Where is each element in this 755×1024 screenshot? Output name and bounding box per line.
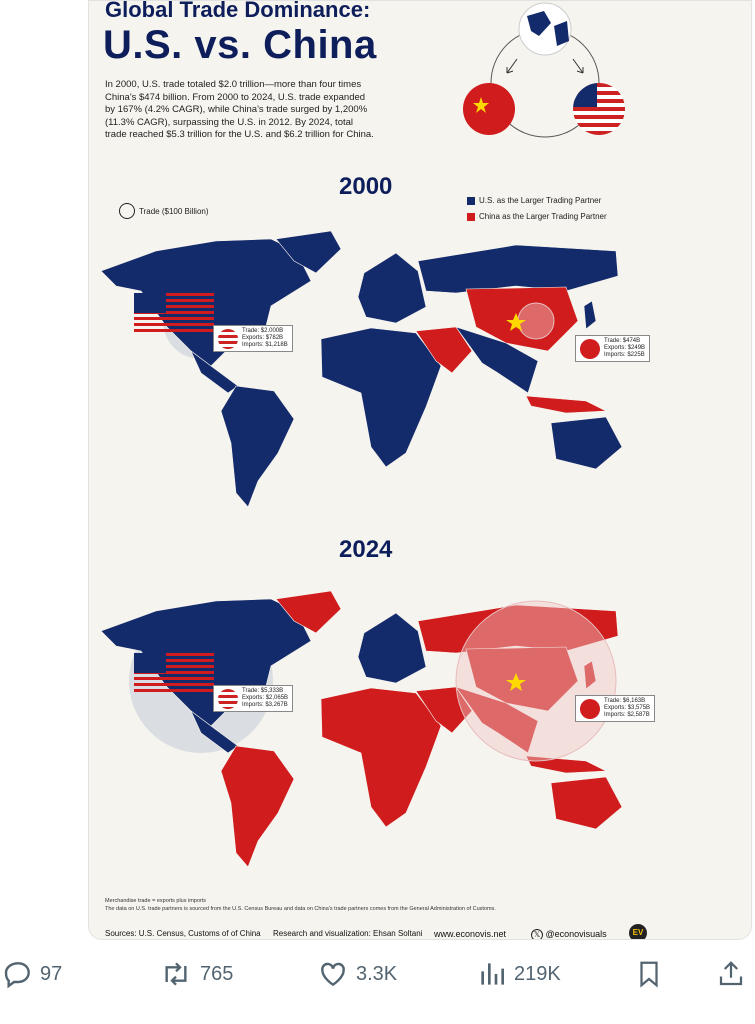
region-japan [583,660,597,690]
region-australia [550,776,623,830]
us-stats-2000: Trade: $2.000B Exports: $782B Imports: $1,… [213,325,293,352]
reply-icon [4,962,30,989]
region-europe [357,612,427,684]
us-flag-icon [218,688,238,709]
region-africa [320,687,442,828]
chart-bar-icon [481,963,504,985]
world-map-2000 [100,231,623,508]
bookmark-button[interactable] [634,958,664,990]
china-star-icon [506,673,526,691]
china-flag-icon [580,338,600,359]
reply-button[interactable]: 97 [2,958,62,990]
region-middle-east [415,326,473,374]
region-europe [357,252,427,324]
year-2024-label: 2024 [339,536,393,563]
share-button[interactable] [716,958,746,990]
views-button[interactable]: 219K [476,958,561,990]
region-india-sea [455,326,539,394]
sources: Sources: U.S. Census, Customs of of Chin… [105,929,261,938]
size-legend: Trade ($100 Billion) [119,203,209,219]
region-greenland [275,231,342,274]
research-credit: Research and visualization: Ehsan Soltan… [273,929,423,938]
us-flag-shape [134,653,214,692]
legend-china: China as the Larger Trading Partner [467,212,607,221]
us-flag-icon [218,328,238,349]
region-south-america [220,745,295,868]
us-flag-shape [134,293,214,332]
repost-button[interactable]: 765 [158,958,233,990]
globe-flags-diagram [463,2,625,138]
region-africa [320,327,442,468]
infographic-image: Global Trade Dominance: U.S. vs. China I… [88,0,752,940]
year-2000-label: 2000 [339,173,393,200]
tweet-actions: 97 765 3.3K 219K [0,958,755,998]
share-icon [719,961,743,986]
china-stats-2000: Trade: $474B Exports: $249B Imports: $225B [575,335,651,362]
china-star-icon [506,313,526,331]
legend-us: U.S. as the Larger Trading Partner [467,196,601,205]
region-south-america [220,385,295,508]
intro-text: In 2000, U.S. trade totaled $2.0 trillio… [105,79,374,140]
us-stats-2024: Trade: $5,333B Exports: $2,065B Imports: $… [213,685,294,712]
heart-icon [321,962,345,987]
region-central-america [190,710,239,754]
region-china [465,646,579,712]
econovis-logo: EV [629,924,647,939]
world-map-2024 [100,591,623,868]
region-central-america [190,350,239,394]
china-trade-bubble [455,600,617,762]
region-indonesia [525,395,608,414]
website: www.econovis.net [434,929,507,939]
region-australia [550,416,623,470]
like-button[interactable]: 3.3K [316,958,397,990]
china-stats-2024: Trade: $6,163B Exports: $3,575B Imports: $… [575,695,656,722]
region-china [465,286,579,352]
x-logo-icon: 𝕏 [531,929,543,939]
china-flag-icon [463,83,515,135]
bookmark-icon [640,961,658,988]
region-japan [583,300,597,330]
repost-icon [165,962,187,986]
title-line2: U.S. vs. China [103,23,377,67]
region-india-sea [455,686,539,754]
china-flag-icon [580,698,600,719]
region-greenland [275,591,342,634]
region-russia [417,244,619,294]
x-handle: 𝕏 @econovisuals [531,929,607,939]
title-line1: Global Trade Dominance: [105,0,371,22]
footnotes: Merchandise trade = exports plus imports… [105,898,496,912]
